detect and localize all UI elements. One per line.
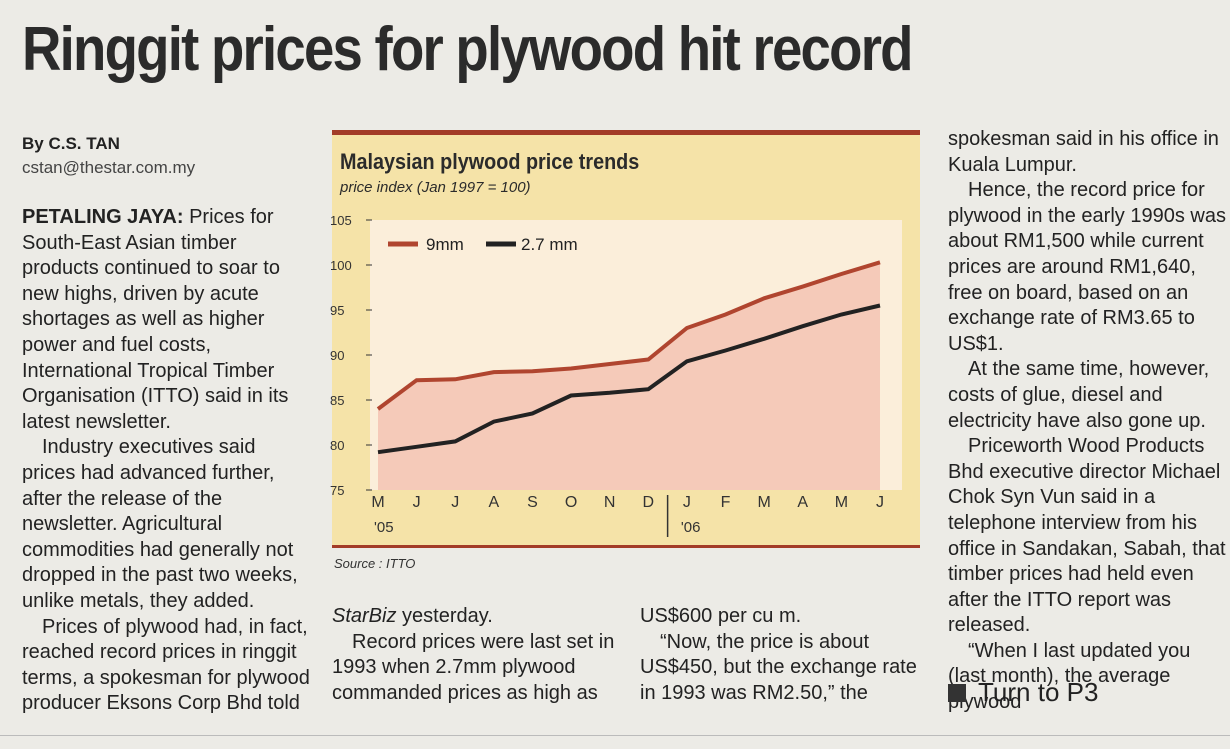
x-tick-label: A [797, 494, 808, 511]
x-tick-label: S [527, 494, 538, 511]
headline: Ringgit prices for plywood hit record [22, 15, 913, 84]
chart-svg: 75 80 85 90 95 100 105 M J J A S O N D J F M A M J '05 '06 9mm 2… [330, 213, 902, 537]
x-tick-label: J [876, 494, 884, 511]
turn-to-label: Turn to P3 [978, 677, 1099, 707]
series-line-9mm [376, 260, 881, 411]
year-label-2005: '05 [374, 519, 394, 536]
chart-y-label: price index (Jan 1997 = 100) [340, 179, 531, 196]
byline-name: By C.S. TAN [22, 134, 120, 153]
starbiz: StarBiz [332, 605, 397, 627]
col4-paragraph-1: spokesman said in his office in Kuala Lu… [948, 128, 1219, 176]
year-label-2006: '06 [681, 519, 701, 536]
col3-paragraph-1: US$600 per cu m. [640, 605, 802, 627]
x-tick-label: O [565, 494, 577, 511]
chart-source: Source : ITTO [334, 556, 416, 571]
col1-paragraph-1: PETALING JAYA: Prices for South-East Asi… [22, 205, 314, 435]
chart-panel: Malaysian plywood price trends price ind… [330, 130, 920, 548]
turn-to-link[interactable]: Turn to P3 [948, 677, 1098, 708]
x-tick-label: M [757, 494, 770, 511]
y-tick-label: 85 [330, 393, 344, 408]
chart-title: Malaysian plywood price trends [340, 149, 640, 174]
y-tick-label: 80 [330, 438, 344, 453]
x-tick-label: D [643, 494, 655, 511]
column-1: PETALING JAYA: Prices for South-East Asi… [22, 205, 314, 717]
x-tick-label: J [413, 494, 421, 511]
col4-paragraph-2: Hence, the record price for plywood in t… [948, 179, 1226, 355]
x-tick-label: A [489, 494, 500, 511]
col4-paragraph-4: Priceworth Wood Products Bhd executive d… [948, 435, 1226, 637]
series-line-2-7mm [377, 303, 881, 455]
y-tick-label: 105 [330, 213, 352, 228]
x-tick-label: F [721, 494, 731, 511]
column-4: spokesman said in his office in Kuala Lu… [948, 127, 1230, 716]
col4-paragraph-3: At the same time, however, costs of glue… [948, 358, 1210, 432]
x-tick-label: J [451, 494, 459, 511]
col1-paragraph-3: Prices of plywood had, in fact, reached … [22, 615, 310, 715]
col1-p1-text: Prices for South-East Asian timber produ… [22, 206, 289, 433]
y-tick-label: 90 [330, 348, 344, 363]
dateline: PETALING JAYA: [22, 206, 184, 228]
x-tick-label: N [604, 494, 616, 511]
col4-paragraph-5: “When I last updated you (last month), t… [948, 639, 1191, 714]
col3-paragraph-2: “Now, the price is about US$450, but the… [640, 630, 917, 704]
y-tick-label: 95 [330, 303, 344, 318]
y-tick-label: 100 [330, 258, 352, 273]
byline-email[interactable]: cstan@thestar.com.my [22, 158, 196, 177]
legend-label-2-7mm: 2.7 mm [521, 235, 578, 254]
column-2: StarBiz yesterday. Record prices were la… [332, 604, 624, 706]
column-3: US$600 per cu m. “Now, the price is abou… [640, 604, 925, 706]
col2-paragraph-2: Record prices were last set in 1993 when… [332, 630, 615, 704]
y-tick-label: 75 [330, 483, 344, 498]
byline: By C.S. TAN cstan@thestar.com.my [22, 132, 195, 180]
legend-label-9mm: 9mm [426, 235, 464, 254]
x-tick-label: J [683, 494, 691, 511]
x-tick-label: M [371, 494, 384, 511]
square-bullet-icon [948, 683, 966, 702]
bottom-rule [0, 735, 1230, 736]
col1-paragraph-2: Industry executives said prices had adva… [22, 436, 298, 612]
x-tick-label: M [835, 494, 848, 511]
area-fill-9mm [378, 262, 880, 490]
col2-paragraph-1: StarBiz yesterday. [332, 604, 624, 630]
col2-p1-text: yesterday. [396, 605, 493, 627]
